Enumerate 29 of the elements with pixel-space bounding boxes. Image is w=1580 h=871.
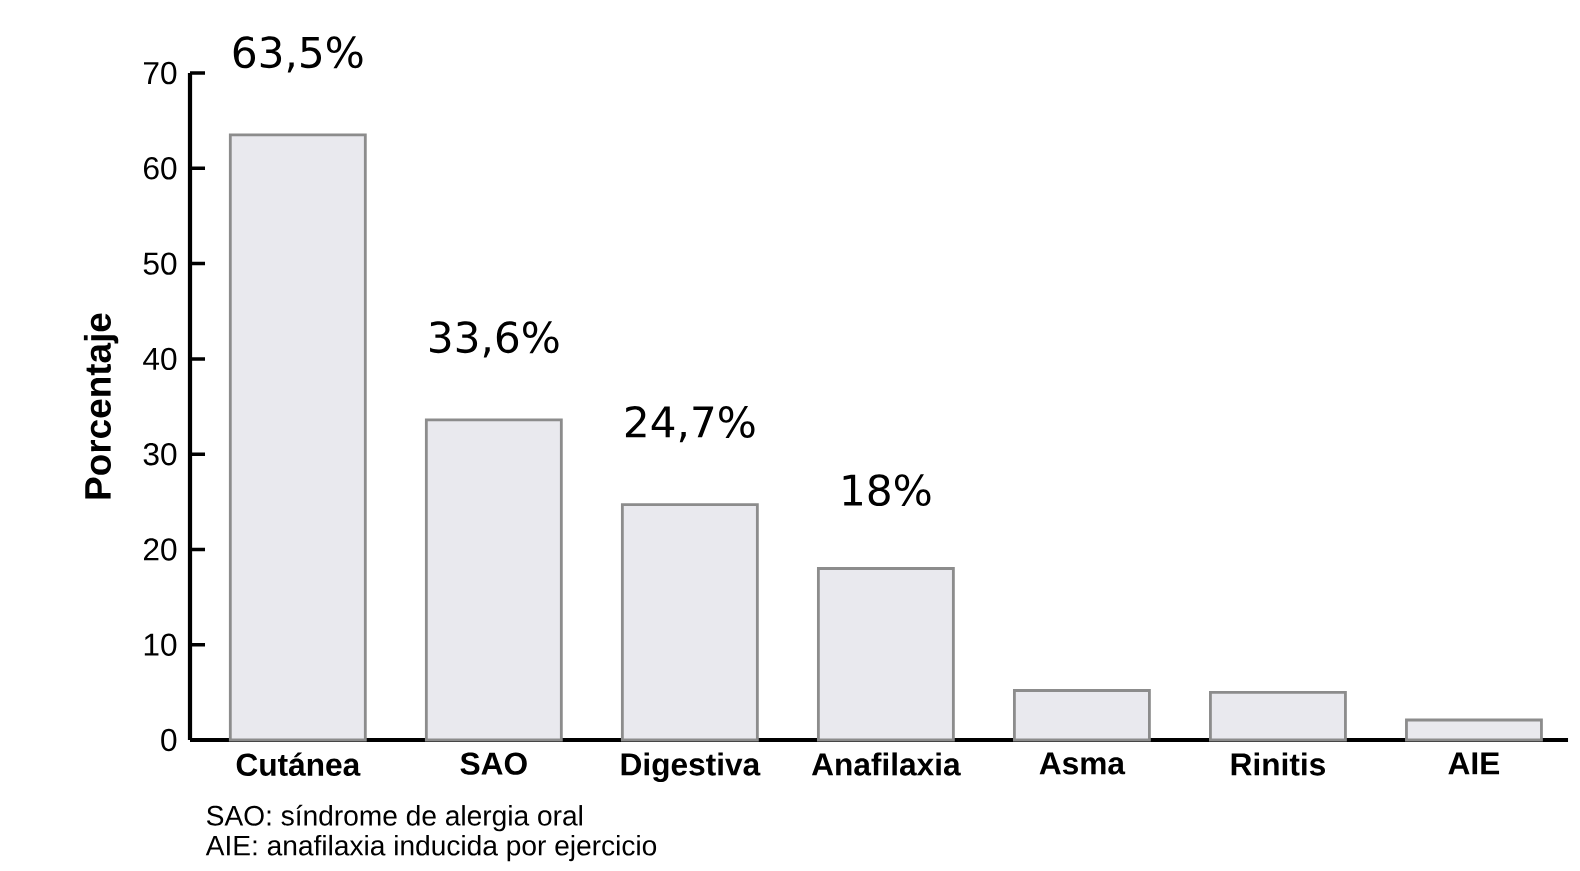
bar <box>1209 690 1347 742</box>
y-tick-label: 30 <box>143 442 177 466</box>
y-tick-label: 10 <box>144 633 177 656</box>
x-tick-label: SAO <box>460 752 527 775</box>
data-label: 63,5% <box>233 36 363 73</box>
y-tick-label: 20 <box>144 538 177 561</box>
y-tick-label: 50 <box>143 252 177 275</box>
bar <box>228 133 367 742</box>
bar <box>1012 689 1151 742</box>
x-tick-label: Anafilaxia <box>811 752 961 776</box>
text: SAO: síndrome de alergia oral <box>206 804 582 832</box>
y-tick-label: 0 <box>161 728 177 752</box>
data-label: 18% <box>843 474 931 507</box>
data-label: 33,6% <box>430 321 559 358</box>
y-axis-title: Porcentaje <box>83 313 119 499</box>
data-label: 24,7% <box>625 406 755 443</box>
y-tick-label: 60 <box>144 157 177 180</box>
bar <box>1405 718 1543 742</box>
bar <box>620 503 759 742</box>
x-tick-label: Digestiva <box>621 752 761 783</box>
x-tick-label: Cutánea <box>236 752 361 776</box>
bar <box>816 567 955 742</box>
x-tick-label: AIE <box>1448 752 1500 775</box>
y-tick-label: 70 <box>144 61 177 85</box>
x-tick-label: Rinitis <box>1231 752 1325 776</box>
y-tick-label: 40 <box>143 347 177 371</box>
bar <box>424 418 563 742</box>
x-tick-label: Asma <box>1039 752 1126 775</box>
text: AIE: anafilaxia inducida por ejercicio <box>205 834 657 862</box>
